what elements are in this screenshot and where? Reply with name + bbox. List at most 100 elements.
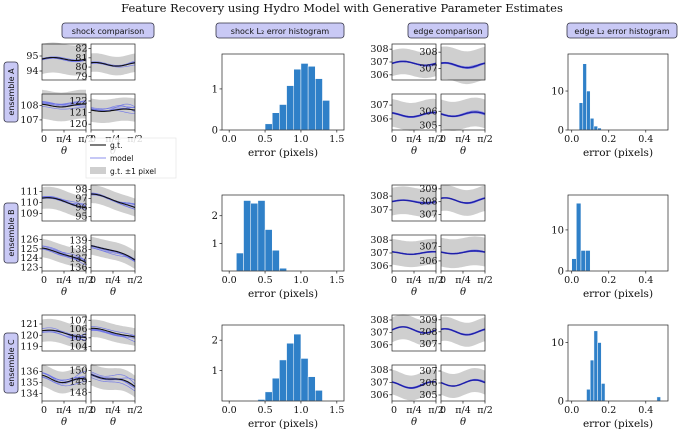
x-axis-label: θ [110, 417, 116, 428]
x-tick-label: 0 [90, 275, 96, 286]
x-axis-label: error (pixels) [583, 147, 653, 159]
model-line [90, 377, 136, 392]
model-line [90, 103, 136, 112]
y-tick-label: 79 [75, 71, 87, 82]
line-panel-A-edge-3: 306 307 0 π/4 π/2 θ [370, 93, 444, 157]
y-tick-label: 308 [370, 365, 388, 376]
x-axis-label: θ [460, 146, 466, 157]
y-tick-label: 149 [69, 376, 87, 387]
model-line [91, 326, 136, 336]
x-tick-label: π/4 [105, 405, 121, 416]
y-tick-label: 110 [20, 197, 38, 208]
x-tick-label: 0 [440, 134, 446, 145]
truth-line [391, 199, 437, 204]
y-tick-label: 136 [20, 367, 38, 378]
y-tick-label: 0 [558, 397, 564, 408]
histogram-bar [576, 202, 582, 272]
x-tick-label: π/2 [477, 134, 493, 145]
panel-frame [90, 184, 136, 222]
y-tick-label: 105 [69, 333, 87, 344]
y-tick-label: 308 [370, 315, 388, 326]
truth-line [90, 245, 136, 261]
x-tick-label: 1.5 [329, 275, 344, 286]
histogram-bar [307, 66, 316, 131]
truth-line [440, 197, 486, 204]
y-tick-label: 107 [69, 315, 87, 326]
truth-line [440, 111, 486, 118]
line-panel-B-edge-2: 307 308 309 [419, 184, 486, 222]
x-axis-label: θ [110, 287, 116, 298]
x-tick-label: 0.4 [638, 275, 653, 286]
line-panel-B-edge-3: 306 307 308 0 π/4 π/2 θ [370, 234, 444, 298]
x-tick-label: 0 [391, 405, 397, 416]
histogram-bar [264, 391, 273, 402]
row-label-group: ensemble B [3, 202, 19, 264]
panel-frame [391, 314, 437, 352]
histogram-bar [582, 63, 587, 131]
x-tick-label: 1.5 [329, 134, 344, 145]
histogram-bar [315, 390, 323, 402]
error-band [392, 369, 436, 401]
y-tick-label: 308 [370, 191, 388, 202]
truth-line [41, 56, 87, 62]
panel-frame [41, 184, 87, 222]
histogram-bar [271, 250, 280, 272]
y-tick-label: 125 [20, 244, 38, 255]
histogram-bar [586, 389, 591, 402]
y-tick-label: 0 [558, 267, 564, 278]
x-axis-label: θ [460, 287, 466, 298]
y-tick-label: 107 [20, 115, 38, 126]
histogram-A-edge-hist: 0 10 0.0 0.2 0.4 error (pixels) [551, 53, 669, 159]
histogram-frame [567, 194, 669, 272]
x-axis-label: θ [61, 417, 67, 428]
histogram-bar [279, 267, 287, 272]
error-band [91, 363, 135, 398]
model-line [41, 196, 87, 207]
histogram-bar [264, 123, 273, 131]
histogram-bar [578, 102, 584, 131]
legend-band-label: g.t. ±1 pixel [110, 167, 156, 176]
histogram-bar [271, 112, 280, 131]
y-tick-label: 111 [20, 187, 38, 198]
x-axis-label: error (pixels) [583, 418, 653, 430]
x-tick-label: π/2 [428, 275, 444, 286]
x-tick-label: 0.5 [258, 275, 273, 286]
error-band [441, 185, 485, 216]
truth-line [41, 197, 87, 209]
y-tick-label: 306 [419, 378, 437, 389]
row-label-box [3, 332, 19, 394]
y-tick-label: 307 [419, 242, 437, 253]
truth-line [391, 250, 437, 256]
model-line [90, 105, 136, 113]
y-tick-label: 137 [69, 253, 87, 264]
model-line [41, 101, 87, 105]
row-label-0: ensemble A [7, 68, 16, 116]
y-tick-label: 305 [419, 121, 437, 132]
model-line [90, 371, 136, 385]
y-tick-label: 138 [69, 244, 87, 255]
x-tick-label: π/2 [428, 134, 444, 145]
truth-line [391, 60, 437, 66]
x-tick-label: π/2 [78, 405, 94, 416]
y-tick-label: 136 [69, 262, 87, 273]
y-tick-label: 307 [370, 205, 388, 216]
x-tick-label: π/4 [56, 405, 72, 416]
histogram-bar [580, 250, 586, 272]
row-label-box [3, 202, 19, 264]
x-tick-label: 0.5 [258, 405, 273, 416]
y-tick-label: 0 [558, 126, 564, 137]
histogram-frame [221, 324, 345, 402]
histogram-bar [286, 342, 295, 402]
model-line [90, 329, 136, 338]
y-tick-label: 0 [212, 126, 218, 137]
histogram-bar [597, 342, 602, 402]
y-tick-label: 135 [20, 377, 38, 388]
histogram-bar [279, 104, 287, 131]
truth-line [440, 379, 486, 387]
y-tick-label: 104 [69, 342, 87, 353]
